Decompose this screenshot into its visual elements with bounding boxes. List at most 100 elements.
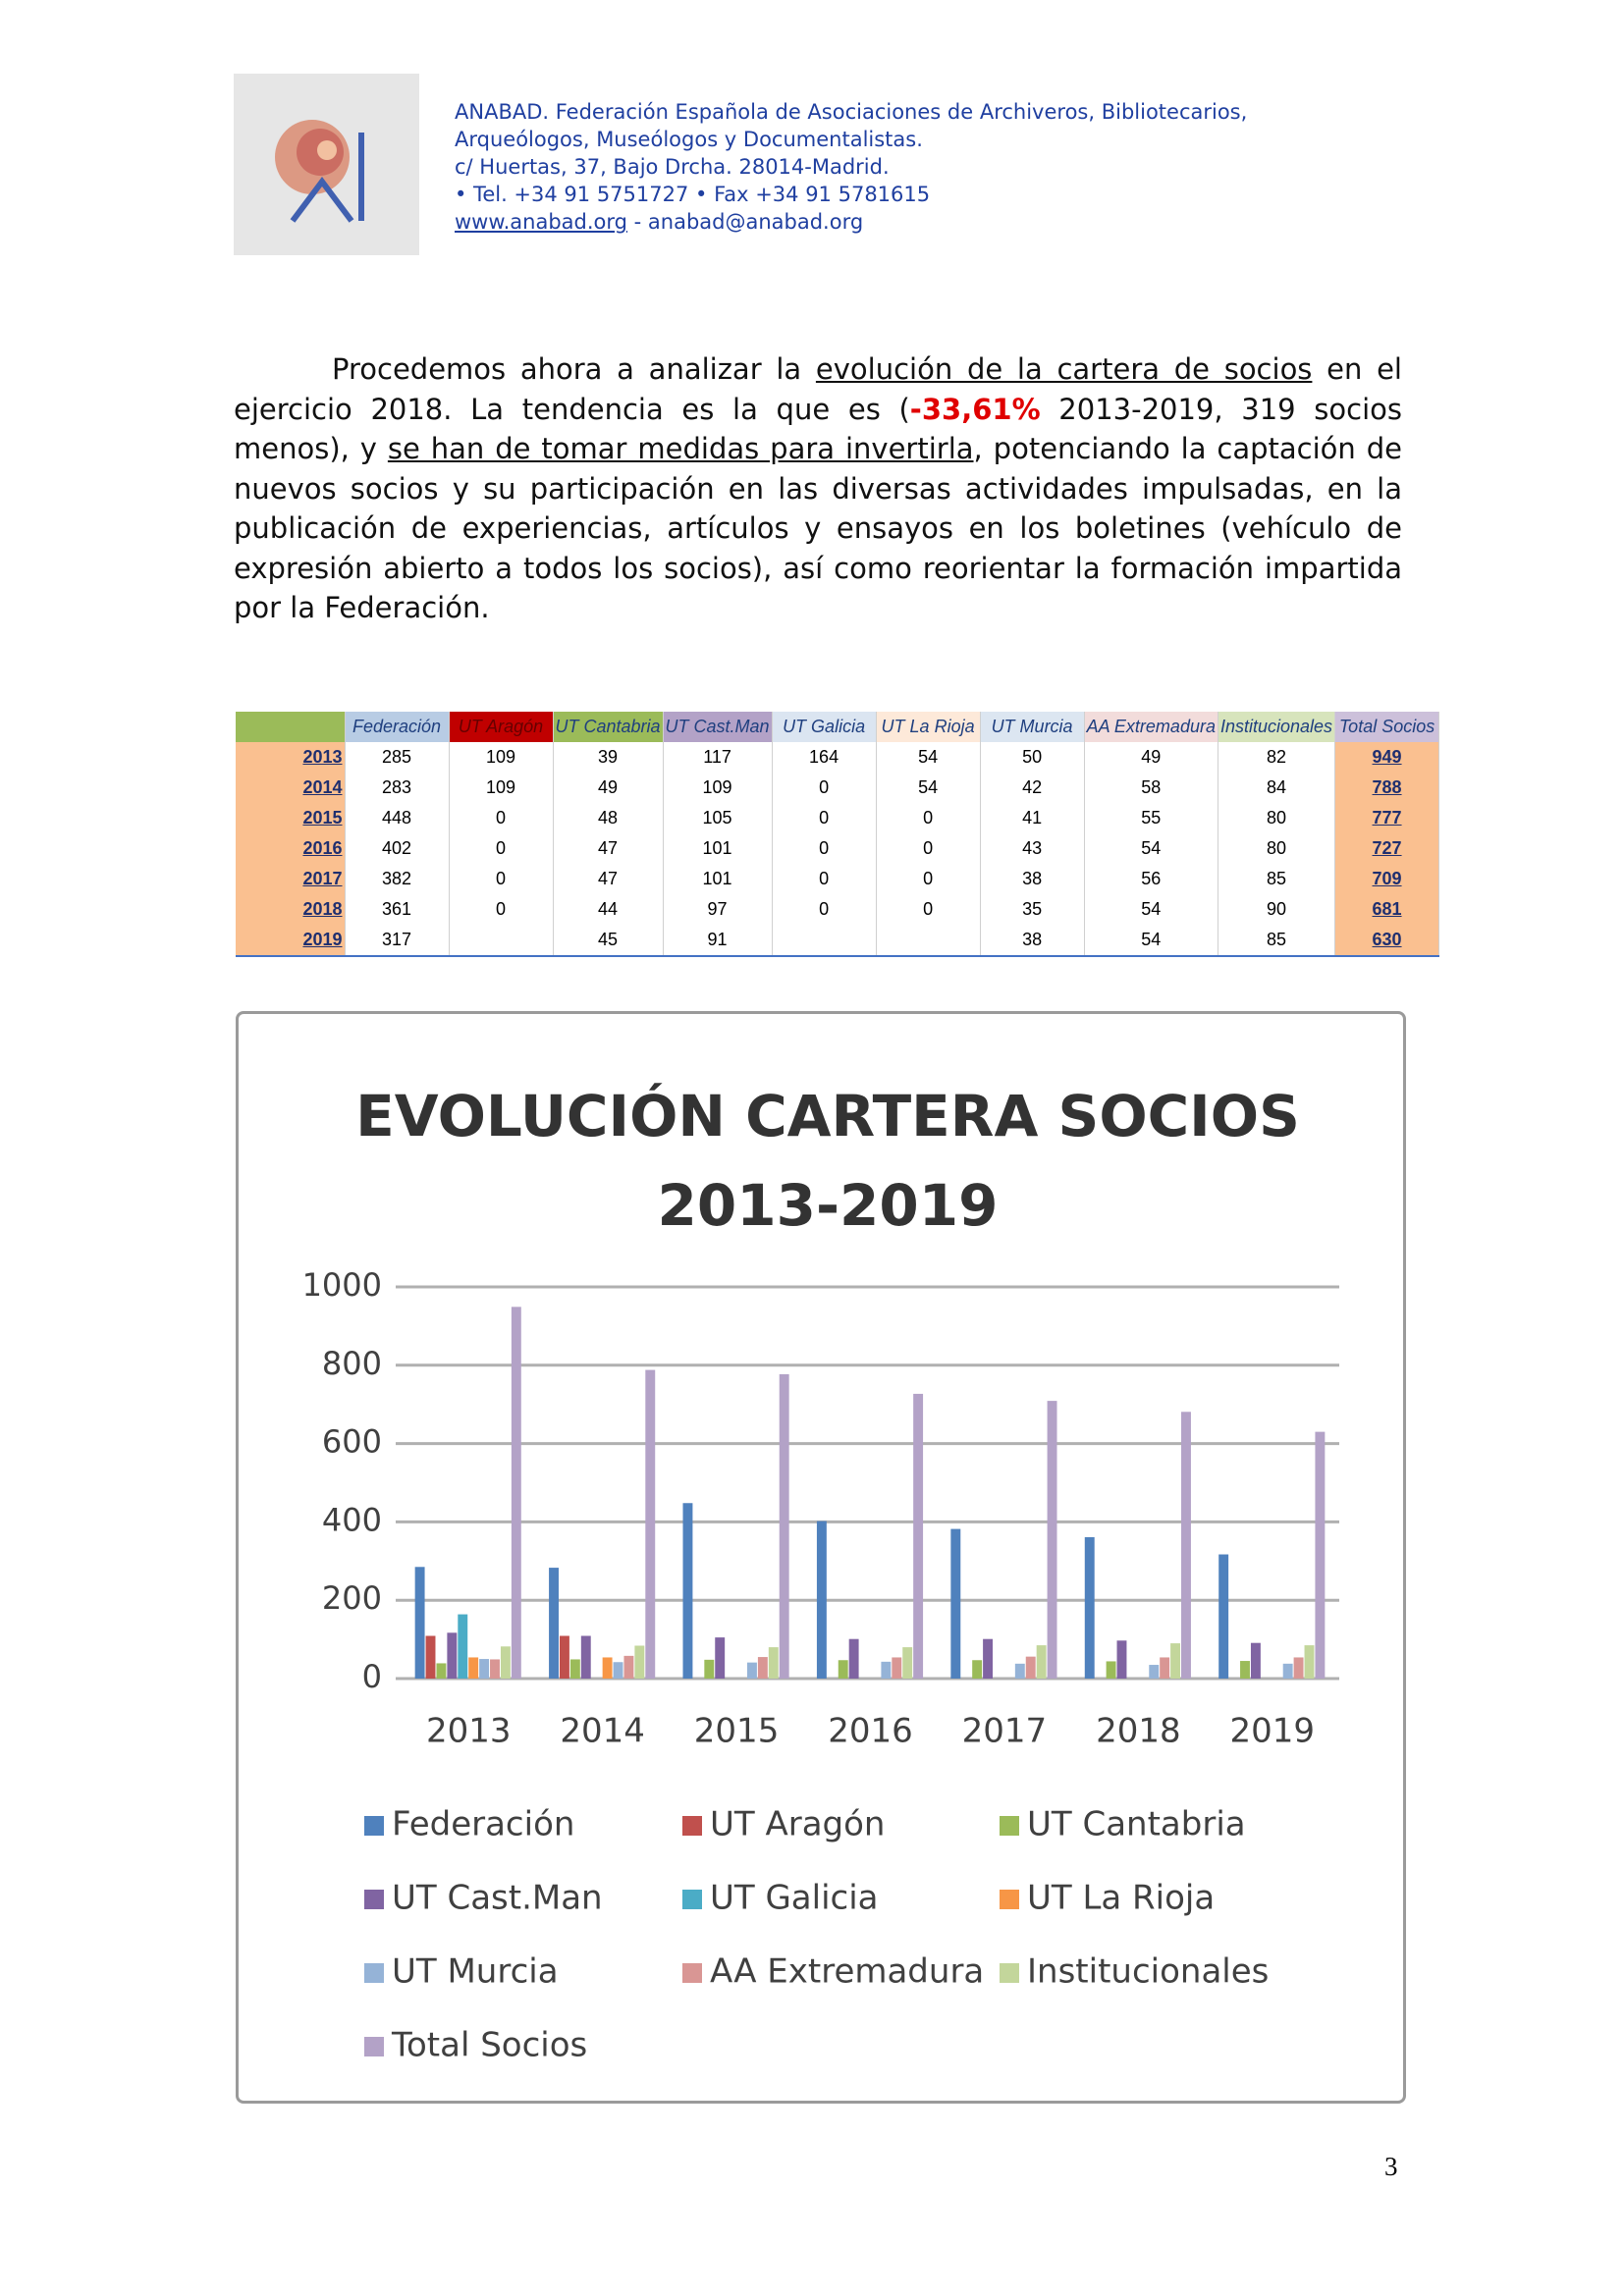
- bar: [580, 1635, 591, 1679]
- bar: [1160, 1657, 1170, 1679]
- y-tick-label: 0: [362, 1658, 382, 1695]
- bar: [881, 1661, 892, 1679]
- bar: [1282, 1663, 1293, 1679]
- bar: [983, 1638, 994, 1679]
- legend-swatch: [1000, 1890, 1019, 1909]
- x-tick-label: 2016: [828, 1712, 913, 1751]
- bar: [1315, 1431, 1326, 1679]
- bar: [757, 1657, 768, 1679]
- chart-title: 2013-2019: [658, 1172, 999, 1239]
- cell: 80: [1218, 833, 1336, 864]
- header-line: • Tel. +34 91 5751727 • Fax +34 91 57816…: [455, 183, 931, 206]
- bar: [1116, 1640, 1127, 1679]
- bar: [779, 1373, 789, 1679]
- bar: [682, 1503, 693, 1679]
- legend-swatch: [682, 1963, 702, 1983]
- cell: 0: [876, 803, 981, 833]
- cell: 97: [663, 894, 773, 925]
- table-row: 2013 285 109 39 117 164 54 50 49 82 949: [236, 742, 1440, 773]
- text: Procedemos ahora a analizar la: [332, 352, 816, 386]
- bar: [1304, 1645, 1315, 1679]
- header-line: Arqueólogos, Museólogos y Documentalista…: [455, 128, 923, 151]
- chart-frame: EVOLUCIÓN CARTERA SOCIOS 2013-2019 0 200 4…: [236, 1011, 1406, 2104]
- legend-label: AA Extremadura: [710, 1952, 984, 1992]
- cell: 949: [1334, 742, 1440, 773]
- paragraph: Procedemos ahora a analizar la evolución…: [234, 349, 1402, 628]
- cell: 777: [1334, 803, 1440, 833]
- bar: [746, 1662, 757, 1679]
- table-row: 2016 402 0 47 101 0 0 43 54 80 727: [236, 833, 1440, 864]
- cell: 382: [345, 864, 450, 894]
- bar: [645, 1369, 656, 1679]
- table-row: 2018 361 0 44 97 0 0 35 54 90 681: [236, 894, 1440, 925]
- cell: 109: [449, 742, 554, 773]
- cell: 0: [876, 833, 981, 864]
- cell: 0: [876, 894, 981, 925]
- cell: 44: [553, 894, 664, 925]
- cell: 35: [980, 894, 1085, 925]
- header-line: c/ Huertas, 37, Bajo Drcha. 28014-Madrid…: [455, 155, 890, 179]
- page-number: 3: [1384, 2152, 1398, 2181]
- cell: 283: [345, 773, 450, 803]
- bar: [602, 1657, 613, 1679]
- cell: 361: [345, 894, 450, 925]
- bar: [1036, 1645, 1047, 1679]
- bar: [500, 1646, 511, 1679]
- cell: 101: [663, 864, 773, 894]
- cell: 41: [980, 803, 1085, 833]
- bar: [549, 1568, 559, 1679]
- bar: [559, 1635, 569, 1679]
- bar: [972, 1660, 983, 1679]
- x-tick-label: 2015: [694, 1712, 780, 1751]
- cell: 164: [772, 742, 877, 773]
- x-tick-label: 2013: [426, 1712, 512, 1751]
- legend-label: UT Cast.Man: [392, 1879, 603, 1918]
- bar: [613, 1662, 623, 1679]
- chart-title: EVOLUCIÓN CARTERA SOCIOS: [355, 1082, 1300, 1149]
- bar: [1025, 1656, 1036, 1679]
- column-header: Institucionales: [1218, 712, 1336, 742]
- x-tick-label: 2019: [1230, 1712, 1316, 1751]
- column-header: UT Galicia: [772, 712, 877, 742]
- chart: EVOLUCIÓN CARTERA SOCIOS 2013-2019 0 200 4…: [302, 1082, 1339, 2065]
- cell: 709: [1334, 864, 1440, 894]
- cell: 0: [772, 864, 877, 894]
- header-line: ANABAD. Federación Española de Asociacio…: [455, 100, 1248, 124]
- corner-cell: [236, 712, 346, 742]
- cell: 0: [772, 773, 877, 803]
- bar: [458, 1614, 468, 1679]
- cell: 43: [980, 833, 1085, 864]
- legend-swatch: [682, 1816, 702, 1836]
- text: en el ejercicio 2018. La tendencia es la…: [234, 352, 1402, 426]
- column-header: Federación: [345, 712, 450, 742]
- column-header: UT Cast.Man: [663, 712, 773, 742]
- cell: 49: [1084, 742, 1218, 773]
- bar: [1106, 1661, 1116, 1679]
- cell: 0: [772, 833, 877, 864]
- cell: 448: [345, 803, 450, 833]
- legend-label: UT Galicia: [710, 1879, 879, 1918]
- cell: 285: [345, 742, 450, 773]
- cell: 0: [449, 803, 554, 833]
- column-header: UT Aragón: [449, 712, 554, 742]
- bar: [511, 1307, 521, 1679]
- legend-swatch: [364, 1816, 384, 1836]
- cell: 90: [1218, 894, 1336, 925]
- header: ANABAD. Federación Española de Asociacio…: [455, 98, 1247, 236]
- cell: 0: [449, 833, 554, 864]
- legend-label: UT La Rioja: [1027, 1879, 1215, 1918]
- bar: [768, 1647, 779, 1679]
- column-header: UT Murcia: [980, 712, 1085, 742]
- web-link[interactable]: www.anabad.org: [455, 210, 627, 234]
- bar: [1240, 1661, 1250, 1679]
- legend-swatch: [682, 1890, 702, 1909]
- cell: 50: [980, 742, 1085, 773]
- bar: [468, 1657, 479, 1679]
- data-table: Federación UT Aragón UT Cantabria UT Cast.M…: [236, 712, 1440, 957]
- underlined-text: evolución de la cartera de socios: [815, 352, 1313, 386]
- table-row: 2019 317 45 91 38 54 85 630: [236, 925, 1440, 956]
- legend-swatch: [1000, 1816, 1019, 1836]
- column-header: UT La Rioja: [876, 712, 981, 742]
- header-row: Federación UT Aragón UT Cantabria UT Cast.M…: [236, 712, 1440, 742]
- legend-label: Total Socios: [391, 2026, 587, 2065]
